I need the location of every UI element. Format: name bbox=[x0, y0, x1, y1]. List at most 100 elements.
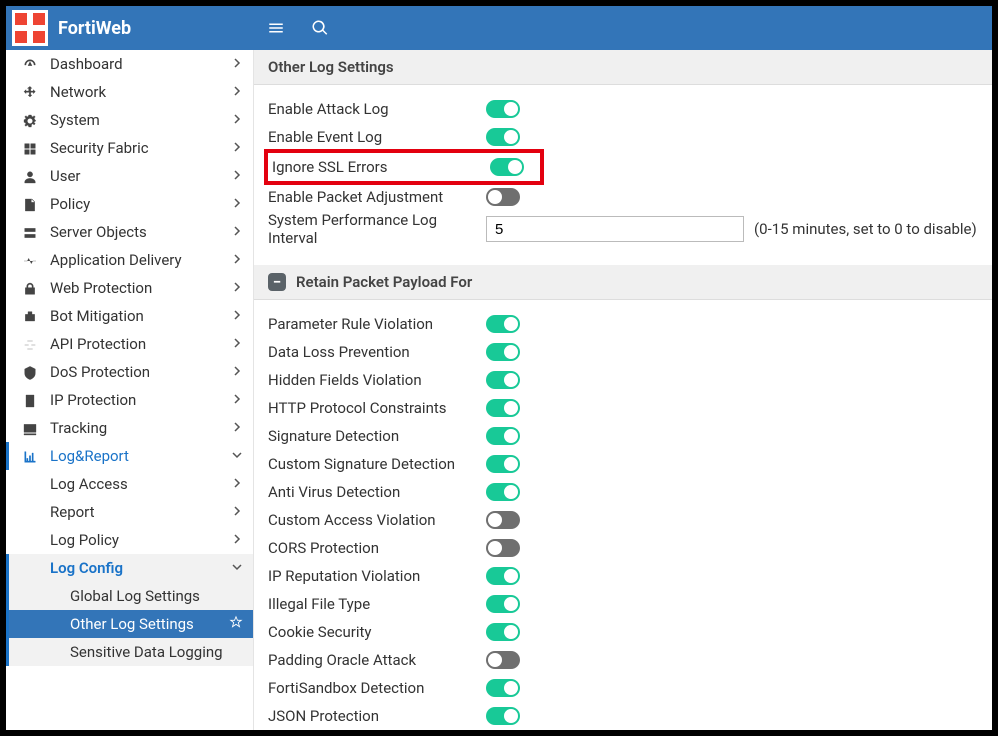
ip-icon bbox=[20, 391, 40, 409]
json-protection-toggle[interactable] bbox=[486, 707, 520, 725]
sidebar-item-dashboard[interactable]: Dashboard bbox=[6, 50, 253, 78]
setting-label: Padding Oracle Attack bbox=[268, 651, 486, 669]
illegal-file-type-toggle[interactable] bbox=[486, 595, 520, 613]
sidebar-item-bot-mitigation[interactable]: Bot Mitigation bbox=[6, 302, 253, 330]
chevron-right-icon bbox=[231, 363, 243, 381]
sidebar-item-network[interactable]: Network bbox=[6, 78, 253, 106]
toggle-knob bbox=[508, 160, 522, 174]
sidebar-item-label: API Protection bbox=[50, 335, 231, 353]
cors-protection-toggle[interactable] bbox=[486, 539, 520, 557]
sidebar: Dashboard Network System Security FabricUse… bbox=[6, 50, 254, 730]
sidebar-item-label: Application Delivery bbox=[50, 251, 231, 269]
sidebar-item-label: System bbox=[50, 111, 231, 129]
sidebar-item-tracking[interactable]: Tracking bbox=[6, 414, 253, 442]
hidden-fields-violation-toggle[interactable] bbox=[486, 371, 520, 389]
sidebar-leaf-sensitive-data-logging[interactable]: Sensitive Data Logging bbox=[6, 638, 253, 666]
enable-packet-adjustment-toggle[interactable] bbox=[486, 188, 520, 206]
chart-icon bbox=[20, 447, 40, 465]
chevron-right-icon bbox=[231, 83, 243, 101]
chevron-right-icon bbox=[231, 223, 243, 241]
setting-row-enable-attack-log: Enable Attack Log bbox=[268, 95, 978, 123]
toggle-knob bbox=[504, 457, 518, 471]
ip-reputation-violation-toggle[interactable] bbox=[486, 567, 520, 585]
parameter-rule-violation-toggle[interactable] bbox=[486, 315, 520, 333]
sidebar-item-api-protection[interactable]: API Protection bbox=[6, 330, 253, 358]
http-protocol-constraints-toggle[interactable] bbox=[486, 399, 520, 417]
setting-row-json-protection: JSON Protection bbox=[268, 702, 978, 730]
hamburger-menu-button[interactable] bbox=[254, 6, 298, 50]
sidebar-subitem-log-policy[interactable]: Log Policy bbox=[6, 526, 253, 554]
toggle-knob bbox=[488, 513, 502, 527]
sidebar-item-label: Web Protection bbox=[50, 279, 231, 297]
sidebar-item-application-delivery[interactable]: Application Delivery bbox=[6, 246, 253, 274]
section-title: Retain Packet Payload For bbox=[296, 273, 472, 291]
favorite-star-icon[interactable] bbox=[229, 615, 243, 633]
chevron-right-icon bbox=[231, 307, 243, 325]
setting-row-enable-packet-adjustment: Enable Packet Adjustment bbox=[268, 183, 978, 211]
chevron-right-icon bbox=[231, 139, 243, 157]
appdeliv-icon bbox=[20, 251, 40, 269]
chevron-right-icon bbox=[231, 391, 243, 409]
setting-label: Custom Access Violation bbox=[268, 511, 486, 529]
toggle-knob bbox=[488, 541, 502, 555]
sidebar-subitem-label: Log Access bbox=[50, 475, 231, 493]
sidebar-item-policy[interactable]: Policy bbox=[6, 190, 253, 218]
chevron-right-icon bbox=[231, 279, 243, 297]
sidebar-leaf-global-log-settings[interactable]: Global Log Settings bbox=[6, 582, 253, 610]
search-button[interactable] bbox=[298, 6, 342, 50]
signature-detection-toggle[interactable] bbox=[486, 427, 520, 445]
sidebar-subitem-label: Log Policy bbox=[50, 531, 231, 549]
toggle-knob bbox=[488, 653, 502, 667]
setting-label: HTTP Protocol Constraints bbox=[268, 399, 486, 417]
gear-icon bbox=[20, 111, 40, 129]
sidebar-item-log-report[interactable]: Log&Report bbox=[6, 442, 253, 470]
setting-row-ip-reputation-violation: IP Reputation Violation bbox=[268, 562, 978, 590]
gauge-icon bbox=[20, 55, 40, 73]
toggle-knob bbox=[504, 401, 518, 415]
sidebar-item-label: IP Protection bbox=[50, 391, 231, 409]
sidebar-subitem-report[interactable]: Report bbox=[6, 498, 253, 526]
sidebar-item-label: Network bbox=[50, 83, 231, 101]
sidebar-subitem-log-config[interactable]: Log Config bbox=[6, 554, 253, 582]
performance-interval-input[interactable] bbox=[486, 216, 744, 242]
toggle-knob bbox=[504, 597, 518, 611]
enable-attack-log-toggle[interactable] bbox=[486, 100, 520, 118]
setting-label: CORS Protection bbox=[268, 539, 486, 557]
ignore-ssl-errors-toggle[interactable] bbox=[490, 158, 524, 176]
data-loss-prevention-toggle[interactable] bbox=[486, 343, 520, 361]
sidebar-item-user[interactable]: User bbox=[6, 162, 253, 190]
sidebar-leaf-other-log-settings[interactable]: Other Log Settings bbox=[6, 610, 253, 638]
anti-virus-detection-toggle[interactable] bbox=[486, 483, 520, 501]
collapse-icon: − bbox=[268, 273, 286, 291]
custom-access-violation-toggle[interactable] bbox=[486, 511, 520, 529]
setting-row-http-protocol-constraints: HTTP Protocol Constraints bbox=[268, 394, 978, 422]
setting-row-custom-access-violation: Custom Access Violation bbox=[268, 506, 978, 534]
chevron-right-icon bbox=[231, 503, 243, 521]
toggle-knob bbox=[504, 102, 518, 116]
sidebar-item-security-fabric[interactable]: Security Fabric bbox=[6, 134, 253, 162]
sidebar-item-ip-protection[interactable]: IP Protection bbox=[6, 386, 253, 414]
setting-row-signature-detection: Signature Detection bbox=[268, 422, 978, 450]
cookie-security-toggle[interactable] bbox=[486, 623, 520, 641]
enable-event-log-toggle[interactable] bbox=[486, 128, 520, 146]
brand-logo-icon bbox=[12, 10, 48, 46]
sidebar-item-label: Tracking bbox=[50, 419, 231, 437]
setting-row-cookie-security: Cookie Security bbox=[268, 618, 978, 646]
custom-signature-detection-toggle[interactable] bbox=[486, 455, 520, 473]
chevron-down-icon bbox=[231, 559, 243, 577]
sidebar-item-web-protection[interactable]: Web Protection bbox=[6, 274, 253, 302]
sidebar-item-server-objects[interactable]: Server Objects bbox=[6, 218, 253, 246]
dos-icon bbox=[20, 363, 40, 381]
sidebar-item-dos-protection[interactable]: DoS Protection bbox=[6, 358, 253, 386]
fortisandbox-detection-toggle[interactable] bbox=[486, 679, 520, 697]
search-icon bbox=[311, 19, 329, 37]
setting-label: Anti Virus Detection bbox=[268, 483, 486, 501]
setting-label: Parameter Rule Violation bbox=[268, 315, 486, 333]
setting-row-parameter-rule-violation: Parameter Rule Violation bbox=[268, 310, 978, 338]
padding-oracle-attack-toggle[interactable] bbox=[486, 651, 520, 669]
section-header-retain-packet-payload[interactable]: −Retain Packet Payload For bbox=[254, 265, 992, 300]
setting-label: Ignore SSL Errors bbox=[272, 158, 490, 176]
sidebar-item-system[interactable]: System bbox=[6, 106, 253, 134]
sidebar-subitem-log-access[interactable]: Log Access bbox=[6, 470, 253, 498]
chevron-right-icon bbox=[231, 251, 243, 269]
